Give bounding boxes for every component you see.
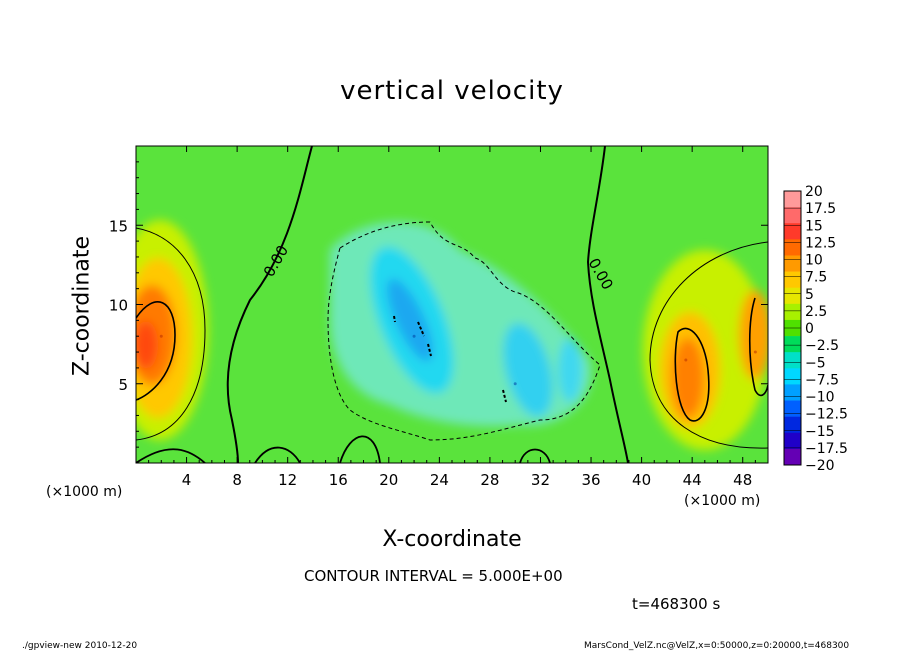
colorbar-swatch [784, 368, 801, 385]
footer-left-text: ./gpview-new 2010-12-20 [22, 641, 138, 651]
colorbar-swatch [784, 400, 801, 417]
colorbar-swatch [784, 223, 801, 240]
zero-contour-left [226, 146, 313, 463]
colorbar-label: 10 [805, 253, 823, 269]
x-unit-label-left: (×1000 m) [46, 484, 123, 500]
colorbar-swatch [784, 303, 801, 321]
colorbar-swatch [784, 207, 801, 224]
x-tick-label: 36 [581, 471, 600, 489]
colorbar-label: 0 [805, 321, 814, 337]
y-axis-ticks: 5 10 15 [109, 161, 768, 448]
colorbar-label: −5 [805, 355, 826, 371]
x-tick-label: 16 [329, 471, 348, 489]
y-tick-label: 10 [109, 297, 128, 315]
x-unit-label-right: (×1000 m) [684, 493, 761, 509]
x-tick-label: 32 [531, 471, 550, 489]
colorbar-swatch [784, 287, 801, 305]
colorbar-swatch [784, 432, 801, 450]
colorbar-label: 7.5 [805, 270, 827, 286]
x-tick-label: 40 [632, 471, 651, 489]
heatmap-right-edge [739, 290, 768, 380]
zero-contour-right [586, 146, 629, 463]
x-tick-label: 28 [480, 471, 499, 489]
heatmap-field [136, 220, 768, 450]
heatmap-left-peak [136, 321, 158, 369]
colorbar-swatch [784, 255, 801, 272]
x-tick-label: 44 [683, 471, 702, 489]
colorbar-swatch [784, 271, 801, 289]
time-label: t=468300 s [632, 595, 721, 613]
feature-point [684, 358, 688, 362]
colorbar-label: 12.5 [805, 235, 836, 251]
colorbar-label: 5 [805, 287, 814, 303]
colorbar-label: −17.5 [805, 441, 848, 457]
colorbar-label: −20 [805, 458, 835, 474]
feature-point [753, 350, 757, 354]
footer-right-text: MarsCond_VelZ.nc@VelZ,x=0:50000,z=0:2000… [584, 641, 850, 651]
colorbar-swatch [784, 336, 801, 353]
colorbar-swatch [784, 352, 801, 369]
contour-left-inner [136, 301, 176, 401]
x-axis-label: X-coordinate [382, 527, 522, 552]
colorbar-swatch [784, 384, 801, 401]
x-tick-label: 48 [733, 471, 752, 489]
x-tick-label: 4 [182, 471, 192, 489]
colorbar-label: 20 [805, 184, 823, 200]
contour-right-outer [649, 241, 768, 449]
colorbar-label: 17.5 [805, 201, 836, 217]
contour-right-edge [748, 297, 768, 397]
x-tick-label: 20 [379, 471, 398, 489]
contour-lines [136, 146, 768, 463]
heatmap-right-core [672, 338, 704, 418]
colorbar-label: 15 [805, 218, 823, 234]
colorbar-label: −12.5 [805, 407, 848, 423]
colorbar-label: −7.5 [805, 372, 839, 388]
contour-right-inner [674, 327, 710, 422]
contour-negative-inner [393, 315, 507, 403]
heatmap-negative-small [558, 338, 582, 402]
contour-negative-outer [327, 221, 601, 441]
x-tick-label: 8 [232, 471, 242, 489]
colorbar-swatch [784, 239, 801, 256]
feature-point [412, 334, 416, 338]
heatmap-negative-center [387, 278, 433, 362]
colorbar-label: −10 [805, 390, 835, 406]
contour-interval-text: CONTOUR INTERVAL = 5.000E+00 [304, 567, 563, 585]
colorbar-swatch [784, 416, 801, 434]
colorbar-label: −15 [805, 424, 835, 440]
y-tick-label: 15 [109, 217, 128, 235]
x-tick-label: 24 [430, 471, 449, 489]
colorbar-swatch [784, 448, 801, 466]
x-tick-label: 12 [278, 471, 297, 489]
contour-left-outer [136, 227, 206, 441]
colorbar-swatch [784, 191, 801, 208]
y-tick-label: 5 [118, 376, 128, 394]
feature-point [513, 382, 517, 386]
colorbar-label: −2.5 [805, 338, 839, 354]
colorbar-label: 2.5 [805, 304, 827, 320]
plot-area: 0.00 0.00 [135, 145, 769, 464]
heatmap-negative-secondary [503, 323, 553, 417]
feature-point [159, 334, 163, 338]
x-axis-ticks: 4 8 12 16 20 24 28 32 36 40 44 48 [148, 146, 756, 489]
chart-title: vertical velocity [340, 76, 564, 106]
contour-bottom-wiggles [136, 435, 551, 463]
